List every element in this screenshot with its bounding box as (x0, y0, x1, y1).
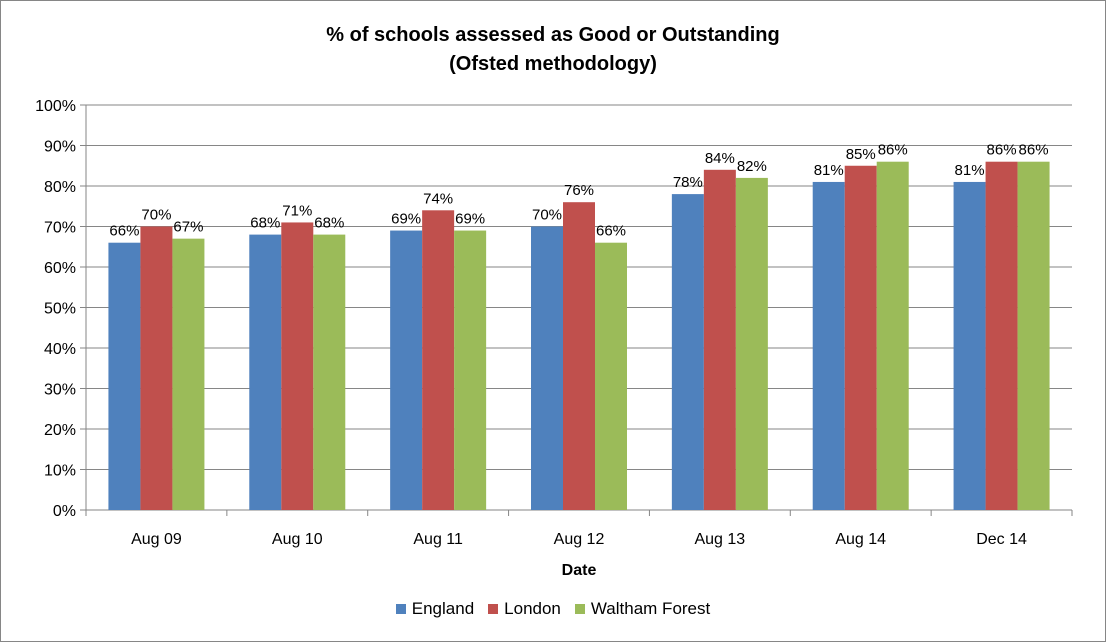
legend-item-london: London (488, 599, 561, 619)
data-label: 70% (141, 207, 171, 224)
bar-london (422, 210, 455, 511)
bar-england (249, 234, 282, 510)
legend-label-england: England (411, 599, 475, 618)
legend: England London Waltham Forest (1, 599, 1105, 619)
y-tick-label: 10% (44, 463, 76, 480)
chart-title-line1: % of schools assessed as Good or Outstan… (326, 24, 780, 46)
legend-swatch-london (488, 604, 499, 614)
bar-england (108, 242, 141, 510)
bar-waltham-forest (735, 177, 768, 510)
chart-title-line2: (Ofsted methodology) (449, 53, 657, 75)
data-label: 78% (673, 174, 703, 191)
bar-england (390, 230, 423, 511)
y-tick-label: 80% (44, 179, 76, 196)
y-tick-label: 20% (44, 422, 76, 439)
data-label: 74% (423, 190, 453, 207)
bar-waltham-forest (454, 230, 487, 511)
data-label: 86% (878, 142, 908, 159)
x-axis-title: Date (562, 562, 597, 579)
x-tick-label: Aug 09 (131, 531, 182, 548)
data-label: 67% (173, 219, 203, 236)
x-tick-label: Aug 11 (413, 531, 463, 548)
y-tick-label: 50% (44, 301, 76, 318)
y-tick-label: 100% (35, 98, 76, 115)
y-tick-label: 90% (44, 139, 76, 156)
y-tick-label: 40% (44, 341, 76, 358)
bar-england (671, 194, 704, 510)
legend-swatch-england (395, 604, 406, 614)
bar-waltham-forest (595, 242, 627, 510)
bar-waltham-forest (172, 238, 205, 510)
x-tick-label: Aug 13 (694, 531, 745, 548)
data-label: 71% (282, 202, 312, 219)
bar-waltham-forest (876, 161, 909, 510)
data-label: 76% (564, 182, 594, 199)
x-tick-label: Dec 14 (976, 531, 1027, 548)
data-label: 84% (705, 150, 735, 167)
legend-label-london: London (504, 599, 561, 618)
x-tick-label: Aug 10 (272, 531, 323, 548)
data-label: 66% (109, 223, 139, 240)
bar-london (140, 226, 173, 510)
data-label: 86% (987, 142, 1017, 159)
y-tick-label: 70% (44, 220, 76, 237)
legend-item-waltham-forest: Waltham Forest (574, 599, 711, 619)
bar-waltham-forest (313, 234, 346, 510)
legend-swatch-waltham-forest (574, 604, 585, 614)
data-label: 70% (532, 207, 562, 224)
bar-london (844, 165, 877, 510)
data-label: 82% (737, 158, 767, 175)
y-tick-label: 60% (44, 260, 76, 277)
data-label: 81% (955, 162, 985, 179)
bar-england (953, 181, 986, 510)
bar-waltham-forest (1017, 161, 1050, 510)
chart-title: % of schools assessed as Good or Outstan… (1, 21, 1105, 79)
bar-london (281, 222, 314, 510)
data-label: 68% (314, 215, 344, 232)
bar-london (563, 202, 595, 510)
legend-item-england: England (395, 599, 475, 619)
y-tick-label: 0% (53, 503, 76, 520)
data-label: 66% (596, 223, 626, 240)
bar-london (985, 161, 1018, 510)
data-label: 69% (391, 211, 421, 228)
x-tick-label: Aug 12 (554, 531, 605, 548)
y-tick-label: 30% (44, 382, 76, 399)
data-label: 68% (250, 215, 280, 232)
bar-london (703, 169, 736, 511)
data-label: 81% (814, 162, 844, 179)
x-tick-label: Aug 14 (835, 531, 886, 548)
data-label: 86% (1019, 142, 1049, 159)
data-label: 85% (846, 146, 876, 163)
legend-label-waltham-forest: Waltham Forest (590, 599, 711, 618)
bar-england (812, 181, 845, 510)
data-label: 69% (455, 211, 485, 228)
bar-england (531, 226, 563, 510)
